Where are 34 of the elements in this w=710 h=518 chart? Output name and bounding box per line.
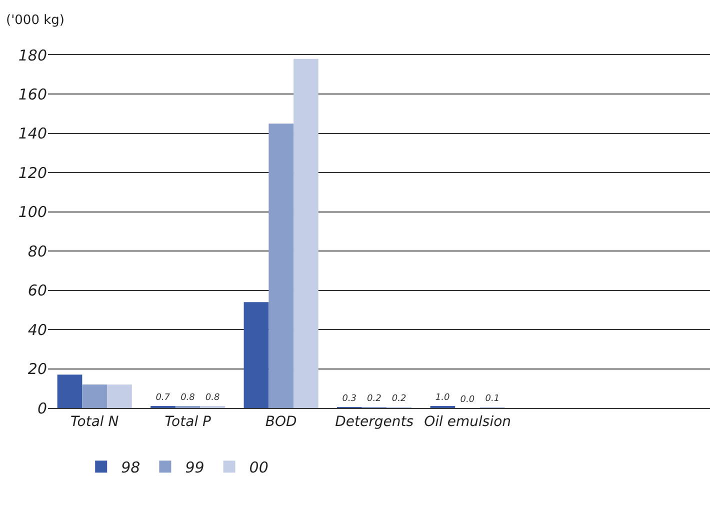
y-tick-label: 160 xyxy=(18,85,47,104)
legend-label: 00 xyxy=(249,458,268,476)
legend-label: 99 xyxy=(185,458,204,476)
y-tick-label: 60 xyxy=(28,282,47,300)
y-tick-label: 40 xyxy=(28,320,47,339)
legend-label: 98 xyxy=(121,458,140,476)
data-label: 0.1 xyxy=(485,394,500,404)
bar xyxy=(268,124,294,408)
y-tick-label: 140 xyxy=(18,124,47,143)
data-label: 0.3 xyxy=(342,394,357,404)
data-label: 0.0 xyxy=(460,395,475,405)
x-tick-label: Detergents xyxy=(335,414,414,430)
data-label: 0.2 xyxy=(367,394,382,404)
data-label: 1.0 xyxy=(435,393,450,403)
y-tick-label: 80 xyxy=(28,242,47,260)
y-tick-label: 100 xyxy=(18,203,47,222)
bar xyxy=(107,384,132,408)
y-tick-label: 0 xyxy=(37,399,47,418)
bar xyxy=(82,384,108,408)
data-label: 0.8 xyxy=(205,393,220,403)
y-axis-title: ('000 kg) xyxy=(6,13,64,28)
y-tick-label: 120 xyxy=(18,164,47,182)
x-tick-label: Total P xyxy=(164,414,212,430)
data-label: 0.8 xyxy=(180,393,196,403)
x-tick-label: Total N xyxy=(70,414,120,430)
y-tick-label: 20 xyxy=(28,360,47,378)
data-label: 0.7 xyxy=(156,393,170,403)
y-tick-label: 180 xyxy=(18,46,47,64)
bar xyxy=(294,58,318,408)
x-tick-label: BOD xyxy=(265,414,298,430)
bar xyxy=(244,302,269,408)
data-label: 0.2 xyxy=(392,394,406,404)
x-tick-label: Oil emulsion xyxy=(424,414,512,430)
bar xyxy=(57,374,82,408)
